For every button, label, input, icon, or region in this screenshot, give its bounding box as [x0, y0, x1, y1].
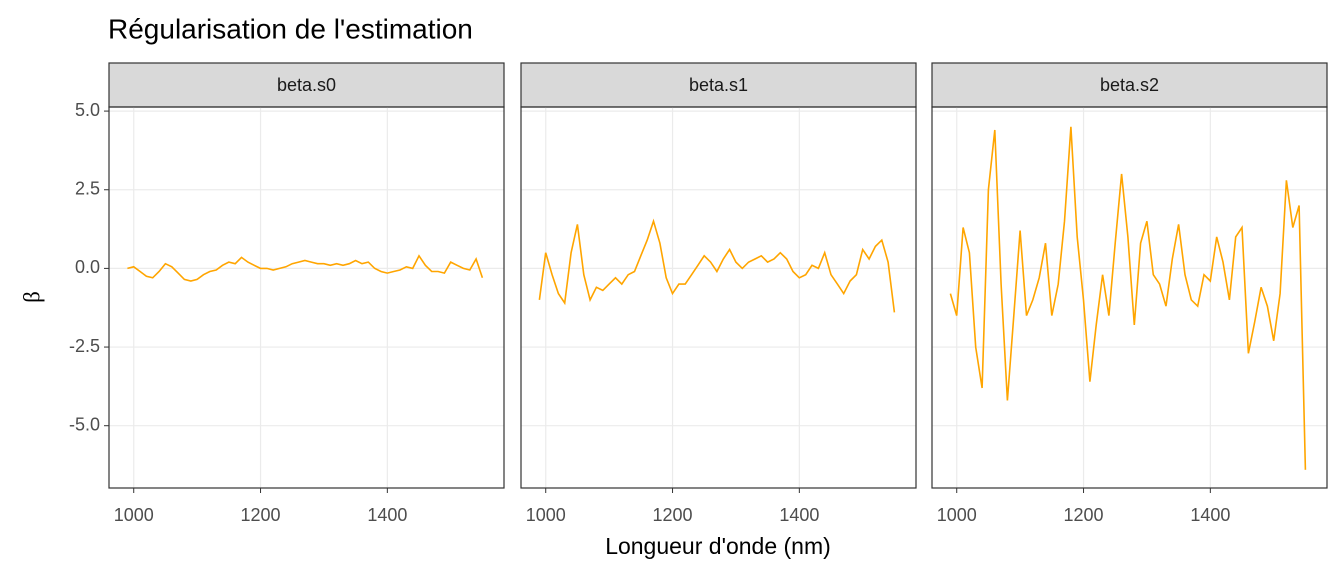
y-tick-label: -2.5: [69, 336, 100, 356]
y-tick-label: -5.0: [69, 414, 100, 434]
x-tick-label: 1200: [241, 505, 281, 525]
x-tick-label: 1200: [653, 505, 693, 525]
strip: [520, 62, 917, 108]
data-line: [538, 218, 896, 313]
x-tick-label: 1000: [114, 505, 154, 525]
y-tick-label: 5.0: [75, 100, 100, 120]
data-line: [949, 126, 1307, 470]
y-tick-label: 0.0: [75, 257, 100, 277]
x-tick-label: 1000: [937, 505, 977, 525]
panel-border: [931, 106, 1328, 489]
strip-label: beta.s1: [689, 75, 748, 95]
strip-label: beta.s2: [1100, 75, 1159, 95]
chart-title: Régularisation de l'estimation: [108, 13, 473, 44]
x-tick-label: 1400: [367, 505, 407, 525]
strip-label: beta.s0: [277, 75, 336, 95]
x-axis-label: Longueur d'onde (nm): [605, 533, 831, 559]
data-line: [127, 254, 484, 282]
strip: [108, 62, 505, 108]
panel-border: [108, 106, 505, 489]
x-tick-label: 1000: [526, 505, 566, 525]
y-tick-label: 2.5: [75, 178, 100, 198]
x-tick-label: 1400: [779, 505, 819, 525]
x-tick-label: 1200: [1064, 505, 1104, 525]
x-tick-label: 1400: [1190, 505, 1230, 525]
y-axis-label: β: [19, 291, 44, 303]
panel-border: [520, 106, 917, 489]
